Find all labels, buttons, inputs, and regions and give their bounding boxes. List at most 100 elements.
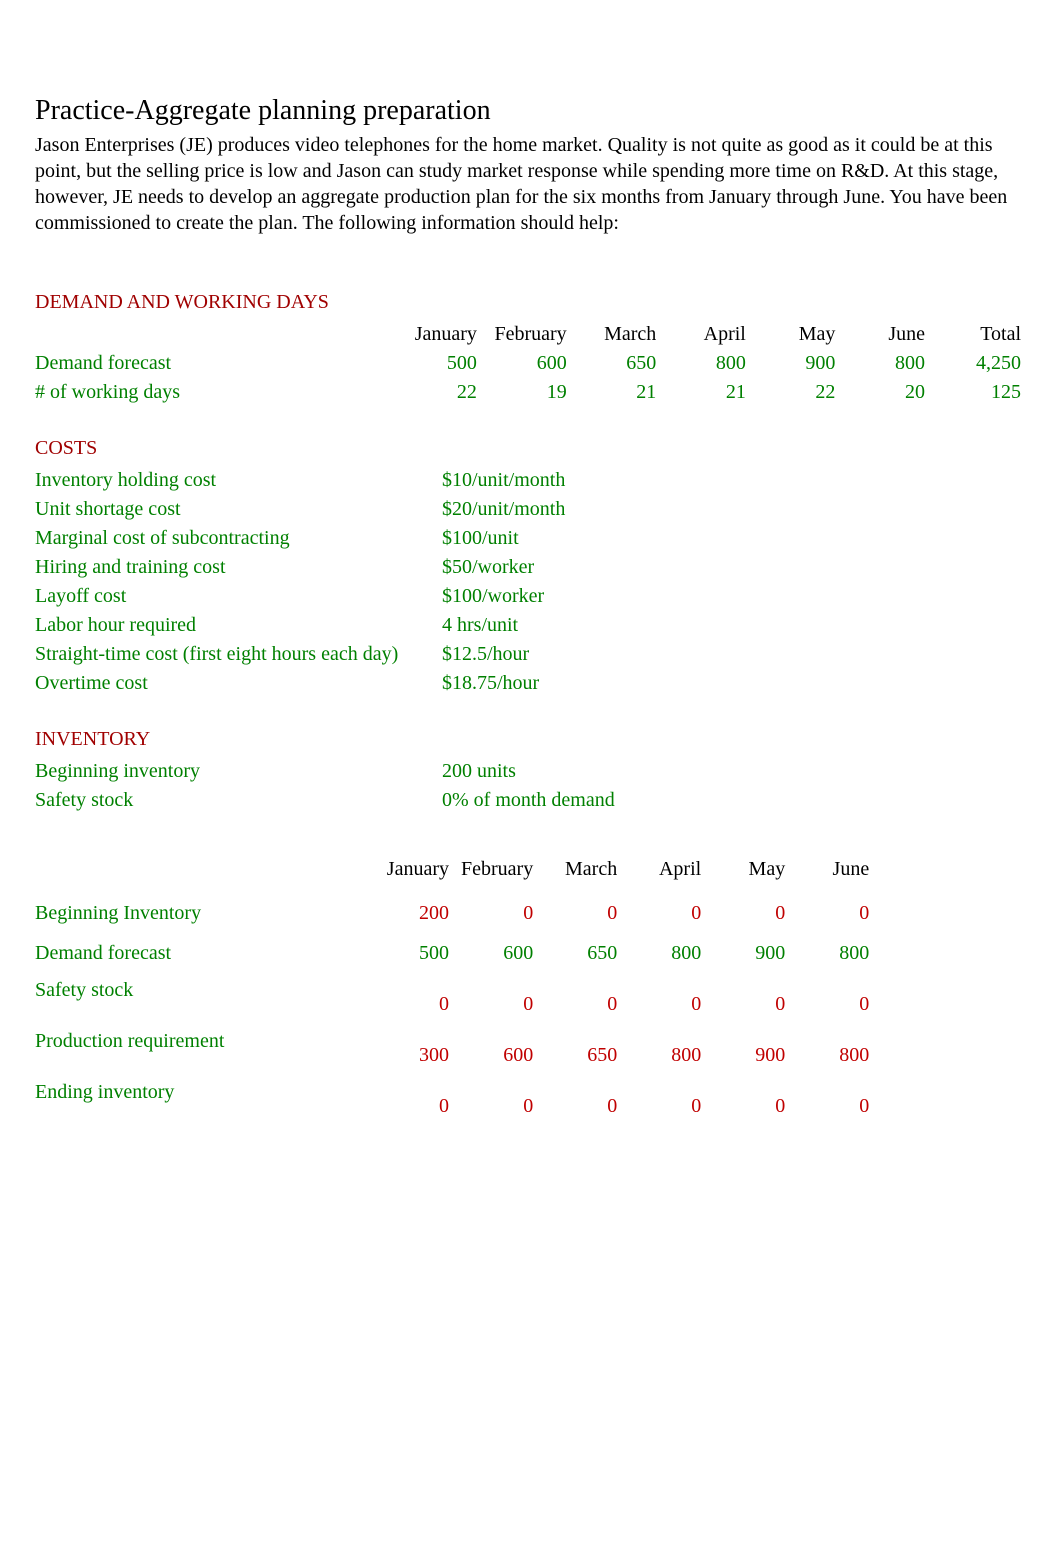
cell: 0 [791, 1081, 875, 1132]
row-label: Beginning Inventory [35, 899, 371, 939]
cell: 0 [455, 899, 539, 939]
inv-value: 0% of month demand [436, 786, 621, 815]
cell: 800 [791, 1030, 875, 1081]
row-label: Demand forecast [35, 349, 393, 378]
cell: 0 [371, 979, 455, 1030]
intro-text: Jason Enterprises (JE) produces video te… [35, 132, 1027, 236]
month-header: April [662, 320, 752, 349]
costs-table: Inventory holding cost$10/unit/month Uni… [35, 466, 571, 698]
blank-header [35, 855, 371, 899]
working-days-row: # of working days 22 19 21 21 22 20 125 [35, 378, 1027, 407]
month-header: February [455, 855, 539, 899]
cell: 0 [455, 979, 539, 1030]
planning-table: January February March April May June Be… [35, 855, 875, 1132]
cell: 800 [623, 939, 707, 979]
cost-value: 4 hrs/unit [436, 611, 571, 640]
cell: 21 [573, 378, 663, 407]
total-cell: 4,250 [931, 349, 1027, 378]
cell: 650 [539, 1030, 623, 1081]
cell: 0 [707, 979, 791, 1030]
cost-value: $50/worker [436, 553, 571, 582]
planning-header-row: January February March April May June [35, 855, 875, 899]
demand-section-header: DEMAND AND WORKING DAYS [35, 291, 1027, 314]
month-header: January [371, 855, 455, 899]
cost-label: Straight-time cost (first eight hours ea… [35, 640, 436, 669]
inv-value: 200 units [436, 757, 621, 786]
cell: 0 [371, 1081, 455, 1132]
cell: 600 [483, 349, 573, 378]
cost-label: Inventory holding cost [35, 466, 436, 495]
cost-value: $20/unit/month [436, 495, 571, 524]
cell: 800 [791, 939, 875, 979]
cost-label: Labor hour required [35, 611, 436, 640]
cell: 200 [371, 899, 455, 939]
cell: 0 [539, 899, 623, 939]
production-requirement-row: Production requirement 300 600 650 800 9… [35, 1030, 875, 1081]
safety-stock-row: Safety stock 0 0 0 0 0 0 [35, 979, 875, 1030]
month-header: March [539, 855, 623, 899]
cell: 0 [623, 899, 707, 939]
cell: 22 [752, 378, 842, 407]
cell: 0 [623, 1081, 707, 1132]
cell: 500 [371, 939, 455, 979]
cell: 800 [623, 1030, 707, 1081]
page-title: Practice-Aggregate planning preparation [35, 95, 1027, 127]
cell: 0 [539, 1081, 623, 1132]
beginning-inventory-row: Beginning Inventory 200 0 0 0 0 0 [35, 899, 875, 939]
month-header: May [752, 320, 842, 349]
cell: 0 [707, 1081, 791, 1132]
blank-header [35, 320, 393, 349]
cell: 0 [455, 1081, 539, 1132]
row-label: Production requirement [35, 1030, 371, 1081]
month-header: April [623, 855, 707, 899]
month-header: June [791, 855, 875, 899]
month-header: March [573, 320, 663, 349]
cost-label: Layoff cost [35, 582, 436, 611]
cell: 0 [791, 979, 875, 1030]
cell: 0 [539, 979, 623, 1030]
inv-label: Safety stock [35, 786, 436, 815]
cell: 800 [662, 349, 752, 378]
demand-table: January February March April May June To… [35, 320, 1027, 407]
cell: 900 [707, 1030, 791, 1081]
total-cell: 125 [931, 378, 1027, 407]
inv-label: Beginning inventory [35, 757, 436, 786]
cell: 650 [573, 349, 663, 378]
cell: 650 [539, 939, 623, 979]
cell: 0 [791, 899, 875, 939]
row-label: Safety stock [35, 979, 371, 1030]
cell: 20 [841, 378, 931, 407]
costs-section-header: COSTS [35, 437, 1027, 460]
row-label: # of working days [35, 378, 393, 407]
month-header: May [707, 855, 791, 899]
row-label: Demand forecast [35, 939, 371, 979]
cell: 300 [371, 1030, 455, 1081]
cell: 21 [662, 378, 752, 407]
demand-row: Demand forecast 500 600 650 800 900 800 … [35, 349, 1027, 378]
cell: 600 [455, 1030, 539, 1081]
ending-inventory-row: Ending inventory 0 0 0 0 0 0 [35, 1081, 875, 1132]
demand-header-row: January February March April May June To… [35, 320, 1027, 349]
month-header: January [393, 320, 483, 349]
cost-label: Overtime cost [35, 669, 436, 698]
cell: 600 [455, 939, 539, 979]
cell: 0 [707, 899, 791, 939]
cost-value: $100/unit [436, 524, 571, 553]
cell: 900 [707, 939, 791, 979]
demand-forecast-row: Demand forecast 500 600 650 800 900 800 [35, 939, 875, 979]
month-header: June [841, 320, 931, 349]
cost-value: $10/unit/month [436, 466, 571, 495]
month-header: February [483, 320, 573, 349]
row-label: Ending inventory [35, 1081, 371, 1132]
cost-label: Marginal cost of subcontracting [35, 524, 436, 553]
cell: 22 [393, 378, 483, 407]
cost-value: $12.5/hour [436, 640, 571, 669]
cost-label: Unit shortage cost [35, 495, 436, 524]
cell: 900 [752, 349, 842, 378]
cell: 0 [623, 979, 707, 1030]
cell: 19 [483, 378, 573, 407]
inventory-table: Beginning inventory200 units Safety stoc… [35, 757, 621, 815]
cost-label: Hiring and training cost [35, 553, 436, 582]
cost-value: $100/worker [436, 582, 571, 611]
cell: 800 [841, 349, 931, 378]
